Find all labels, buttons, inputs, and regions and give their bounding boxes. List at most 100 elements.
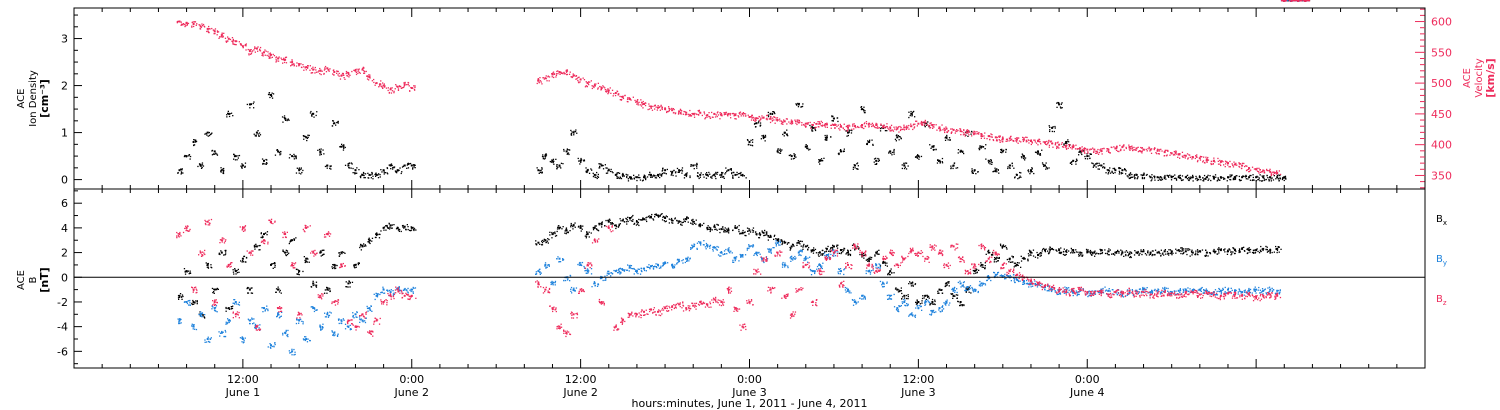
density-panel-scatter-dot [872, 124, 874, 126]
density-panel-scatter-dot [1102, 166, 1104, 168]
density-panel-scatter-dot [1270, 172, 1272, 174]
density-panel-scatter-dot [1279, 178, 1281, 180]
density-panel-scatter-dot [315, 114, 317, 117]
density-panel-scatter-dot [1060, 143, 1063, 145]
field-panel-scatter-dot [671, 222, 673, 224]
field-panel-scatter-dot [1229, 249, 1231, 251]
density-panel-scatter-dot [1161, 177, 1163, 179]
field-panel-scatter-dot [313, 307, 315, 309]
density-panel-scatter-dot [320, 151, 322, 153]
density-panel-scatter-dot [238, 41, 240, 43]
density-panel-scatter-dot [252, 50, 254, 52]
field-panel-scatter-dot [652, 218, 654, 220]
density-panel-point [572, 131, 575, 134]
field-panel-scatter-dot [934, 299, 936, 301]
field-panel-point [234, 301, 237, 303]
density-panel-scatter-dot [1270, 174, 1272, 176]
density-panel-scatter-dot [607, 93, 609, 95]
field-panel-point [270, 344, 272, 347]
field-panel-scatter-dot [264, 310, 266, 312]
density-panel-scatter-dot [250, 53, 252, 55]
density-panel-scatter-dot [990, 136, 992, 138]
density-panel-point [220, 169, 223, 172]
field-panel-scatter-dot [1259, 249, 1262, 251]
field-panel-scatter-dot [241, 336, 243, 338]
density-panel-scatter-dot [1106, 169, 1108, 171]
density-panel-scatter-dot [363, 70, 365, 72]
field-panel-point [931, 301, 934, 303]
density-panel-scatter-dot [861, 125, 863, 127]
density-panel-scatter-dot [1154, 176, 1156, 178]
density-panel-scatter-dot [1226, 161, 1228, 163]
density-panel-scatter-dot [966, 129, 968, 131]
density-panel-scatter-dot [1056, 106, 1058, 108]
density-panel-scatter-dot [635, 101, 637, 103]
field-panel-point [375, 233, 378, 236]
density-panel-point [192, 23, 195, 25]
density-panel-scatter-dot [392, 168, 394, 170]
density-panel-scatter-dot [774, 116, 776, 118]
field-panel-scatter-dot [227, 322, 229, 324]
density-panel-scatter-dot [614, 94, 617, 97]
density-panel-scatter-dot [837, 120, 839, 123]
field-panel-scatter-dot [597, 229, 599, 231]
density-panel-scatter-dot [324, 165, 327, 168]
density-panel-scatter-dot [1005, 138, 1008, 140]
density-panel-scatter-dot [343, 144, 345, 146]
density-panel-scatter-dot [261, 52, 263, 54]
density-panel-scatter-dot [1031, 168, 1033, 170]
density-panel-scatter-dot [304, 135, 306, 138]
field-panel-scatter-dot [752, 231, 754, 233]
density-panel-scatter-dot [708, 171, 710, 174]
density-panel-scatter-dot [779, 149, 781, 151]
density-panel-scatter-dot [996, 168, 998, 170]
density-panel-scatter-dot [257, 130, 259, 132]
density-panel-scatter-dot [1174, 151, 1176, 153]
field-panel-scatter-dot [1049, 251, 1051, 253]
density-panel-scatter-dot [871, 139, 873, 141]
density-panel-scatter-dot [1242, 175, 1245, 178]
density-panel-scatter-dot [1096, 152, 1098, 154]
density-panel-scatter-dot [244, 44, 246, 47]
density-panel-scatter-dot [1213, 177, 1215, 179]
density-panel-scatter-dot [805, 126, 807, 128]
field-panel-scatter-dot [586, 232, 588, 234]
field-panel-scatter-dot [623, 221, 626, 223]
density-panel-scatter-dot [900, 128, 902, 130]
density-panel-scatter-dot [868, 126, 870, 128]
density-panel-scatter-dot [337, 121, 339, 123]
density-panel-scatter-dot [265, 158, 267, 161]
field-panel-point [572, 224, 575, 227]
density-panel-scatter-dot [298, 168, 300, 170]
density-panel-scatter-dot [579, 81, 581, 83]
density-panel-scatter-dot [629, 177, 631, 179]
density-panel-point [1241, 176, 1244, 179]
density-panel-scatter-dot [1099, 149, 1101, 151]
field-panel-scatter-dot [258, 327, 260, 329]
density-panel-scatter-dot [809, 124, 811, 127]
density-panel-scatter-dot [735, 113, 737, 115]
density-panel-scatter-dot [788, 121, 790, 123]
density-panel-scatter-dot [773, 116, 775, 118]
density-panel-scatter-dot [372, 178, 374, 180]
field-panel-scatter-dot [220, 250, 222, 252]
density-panel-scatter-dot [264, 54, 266, 56]
density-panel-scatter-dot [970, 133, 972, 135]
density-panel-scatter-dot [640, 99, 642, 101]
density-panel-scatter-dot [394, 88, 396, 90]
density-panel-scatter-dot [284, 59, 286, 61]
density-panel-scatter-dot [225, 40, 227, 42]
field-panel-scatter-dot [574, 226, 576, 228]
field-panel-scatter-dot [202, 315, 204, 317]
field-panel-scatter-dot [286, 250, 289, 252]
density-panel-scatter-dot [1131, 176, 1134, 178]
density-panel-scatter-dot [892, 129, 894, 131]
density-panel-scatter-dot [577, 76, 579, 79]
density-panel-scatter-dot [583, 79, 586, 81]
density-panel-scatter-dot [672, 108, 674, 110]
density-panel-scatter-dot [807, 123, 809, 125]
field-panel-scatter-dot [738, 224, 740, 227]
density-panel-scatter-dot [1263, 170, 1266, 172]
density-panel-scatter-dot [647, 108, 649, 111]
density-panel-point [671, 171, 674, 174]
